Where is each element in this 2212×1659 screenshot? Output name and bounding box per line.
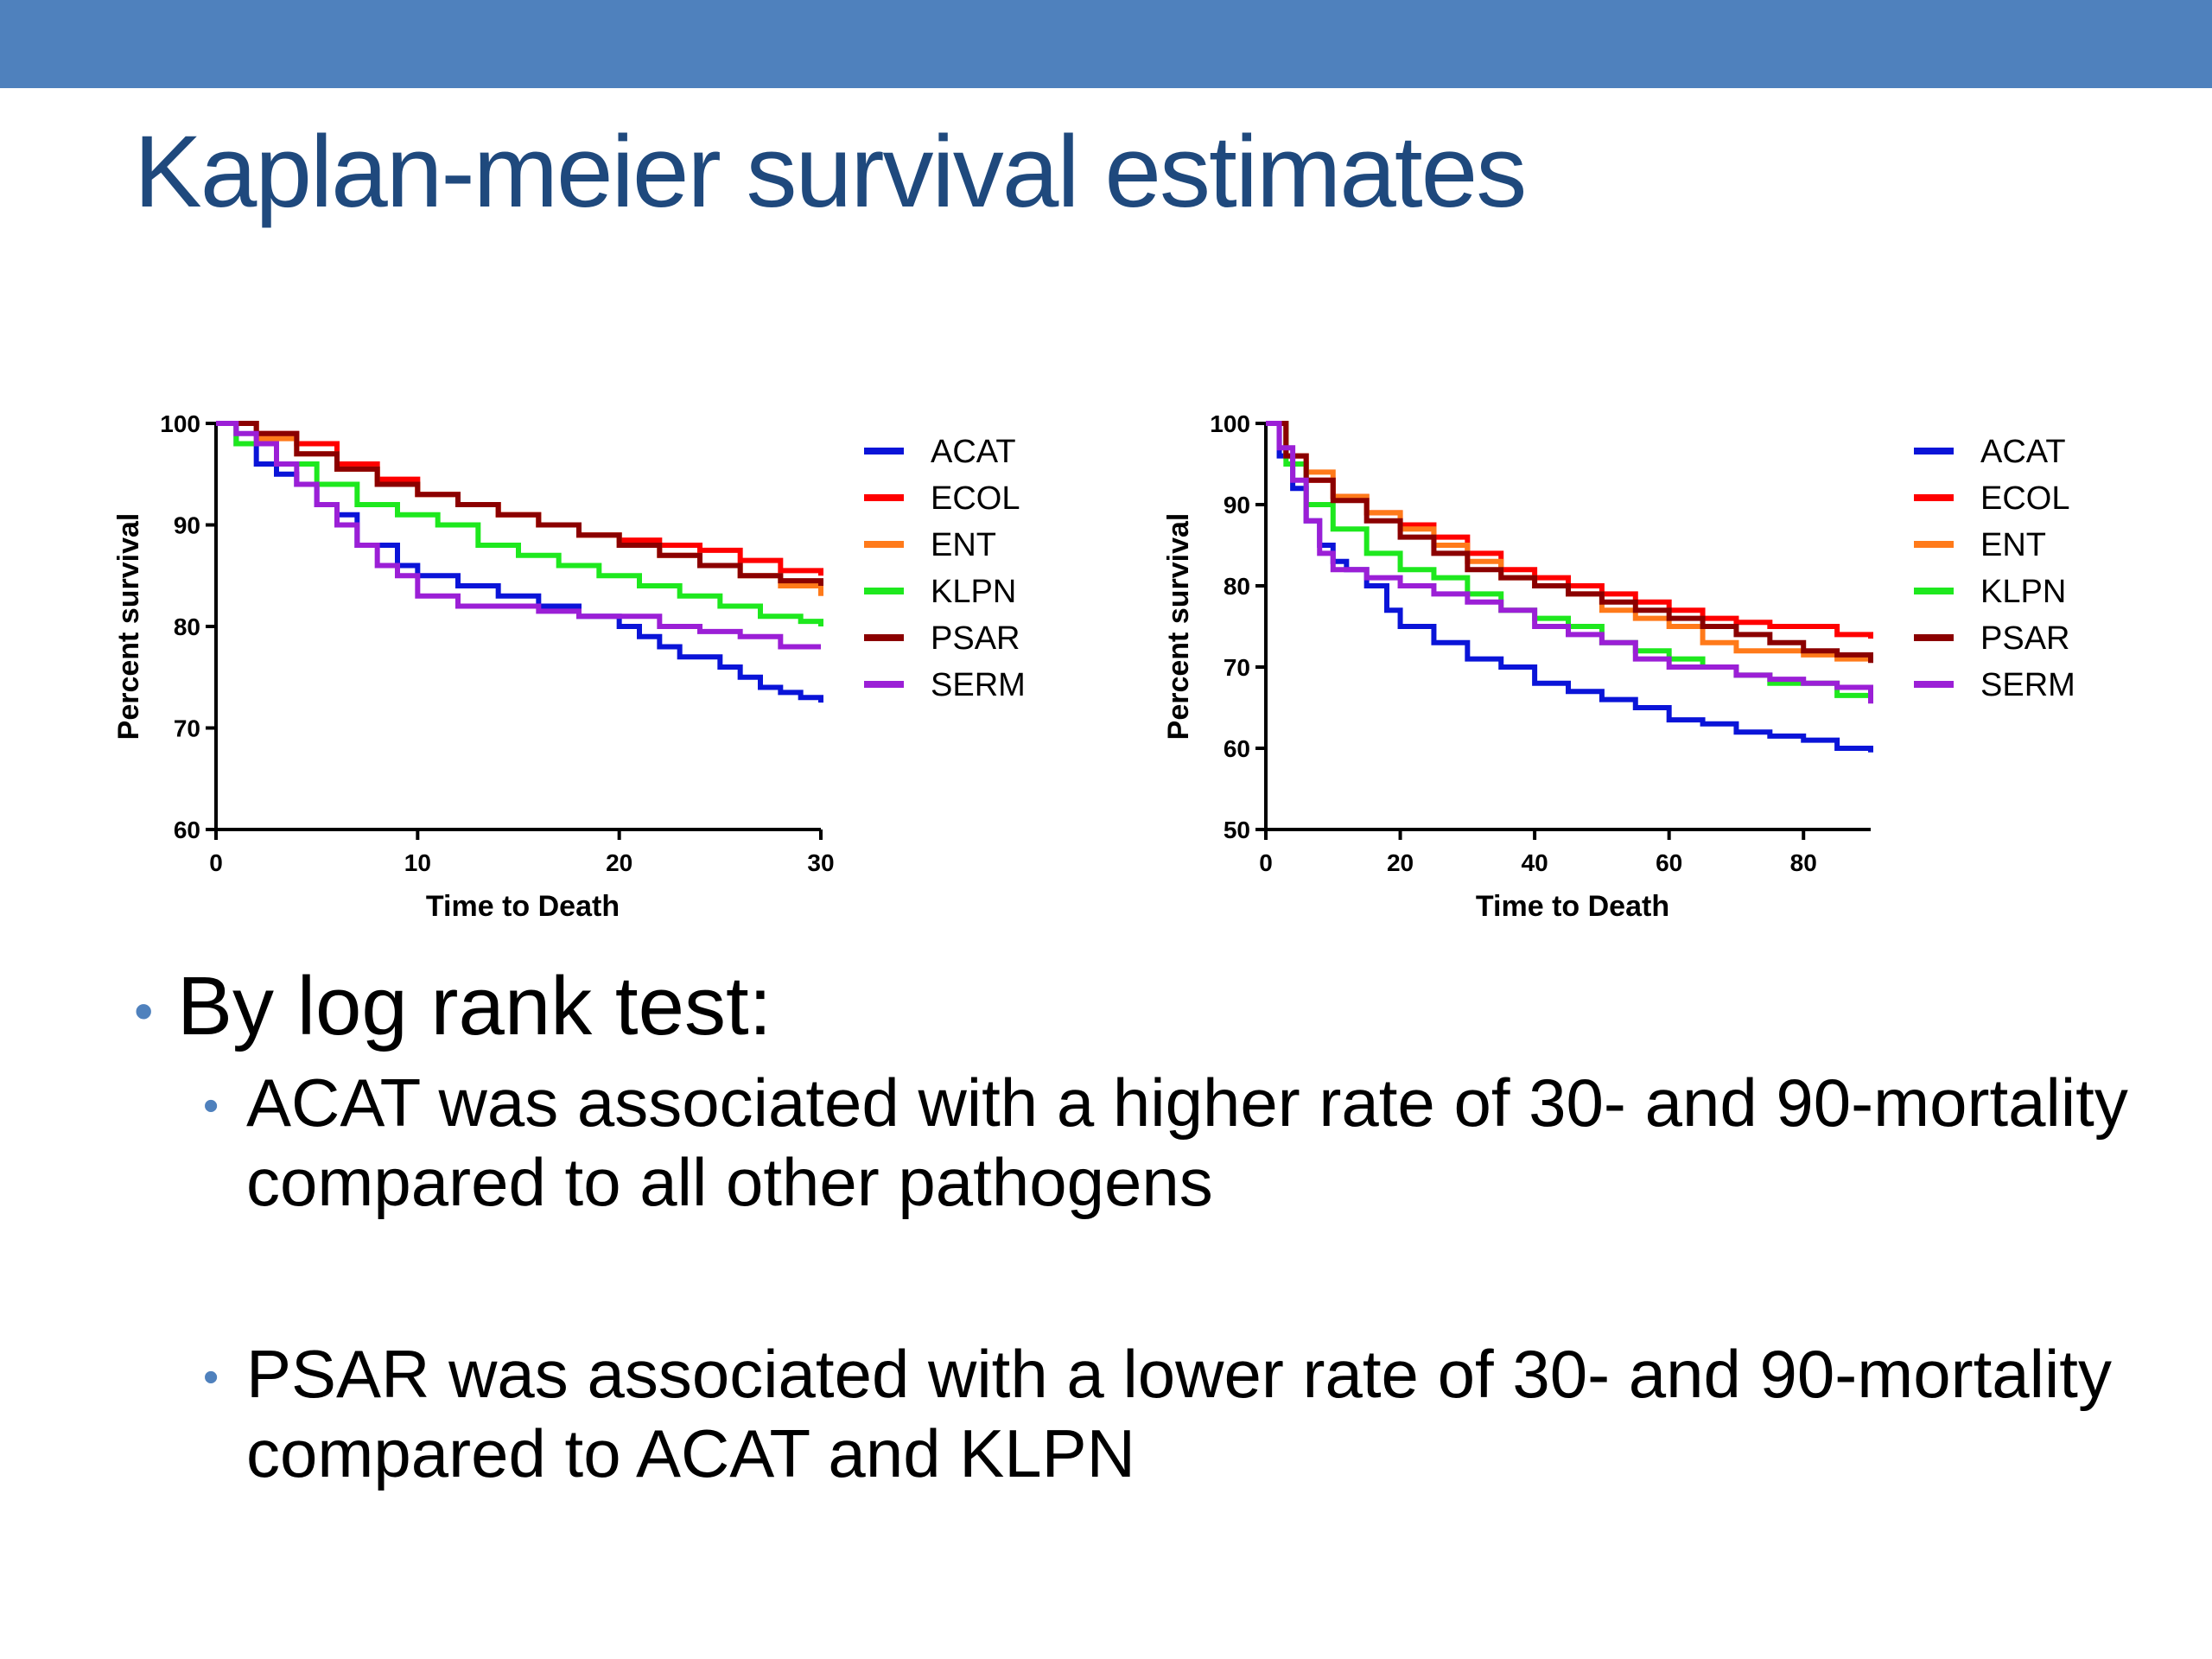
x-tick-label: 40 bbox=[1522, 849, 1548, 876]
x-tick-label: 0 bbox=[1259, 849, 1273, 876]
bullet-dot-icon: • bbox=[203, 1081, 219, 1132]
legend-label-ent: ENT bbox=[931, 527, 996, 563]
series-line-ent bbox=[216, 421, 823, 596]
y-tick-label: 100 bbox=[1210, 410, 1250, 437]
y-tick-label: 90 bbox=[174, 512, 200, 539]
bullet-text: By log rank test: bbox=[177, 960, 772, 1052]
y-tick-label: 100 bbox=[160, 410, 200, 437]
slide-title: Kaplan-meier survival estimates bbox=[134, 115, 1527, 229]
x-tick-label: 20 bbox=[606, 849, 632, 876]
legend-label-ecol: ECOL bbox=[1980, 480, 2069, 517]
x-axis-label: Time to Death bbox=[1476, 890, 1669, 923]
sub-bullet-acat: • ACAT was associated with a higher rate… bbox=[134, 1063, 2130, 1222]
km-chart-90-day-svg: 50 60 70 80 90 100 0 20 40 60 80 Time to Death Perce… bbox=[1162, 410, 2075, 923]
legend-label-acat: ACAT bbox=[931, 434, 1016, 470]
sub-bullet-psar: • PSAR was associated with a lower rate … bbox=[134, 1334, 2130, 1493]
y-tick-label: 70 bbox=[174, 715, 200, 742]
series-line-psar bbox=[216, 421, 823, 586]
series-line-klpn bbox=[216, 421, 823, 626]
y-tick-label: 60 bbox=[1224, 735, 1250, 762]
km-chart-30-day: 60 70 80 90 100 0 10 20 30 Time to Death Percent s… bbox=[86, 380, 1175, 950]
y-tick-label: 90 bbox=[1224, 492, 1250, 518]
legend-label-klpn: KLPN bbox=[1980, 574, 2066, 610]
bullet-list: • By log rank test: • ACAT was associate… bbox=[134, 959, 2128, 1494]
y-tick-label: 80 bbox=[174, 613, 200, 640]
series-line-serm bbox=[216, 421, 821, 650]
series-line-klpn bbox=[1266, 421, 1873, 700]
sub-bullet-text: PSAR was associated with a lower rate of… bbox=[246, 1336, 2112, 1492]
header-accent-bar bbox=[0, 0, 2212, 88]
x-tick-label: 20 bbox=[1387, 849, 1414, 876]
km-chart-30-day-svg: 60 70 80 90 100 0 10 20 30 Time to Death Percent s… bbox=[112, 410, 1026, 923]
legend-label-acat: ACAT bbox=[1980, 434, 2066, 470]
legend-label-ecol: ECOL bbox=[931, 480, 1020, 517]
km-chart-90-day: 50 60 70 80 90 100 0 20 40 60 80 Time to Death Perce… bbox=[1136, 380, 2212, 950]
x-tick-label: 10 bbox=[404, 849, 431, 876]
sub-bullet-text: ACAT was associated with a higher rate o… bbox=[246, 1065, 2128, 1221]
x-tick-label: 30 bbox=[807, 849, 834, 876]
series-line-serm bbox=[1266, 421, 1873, 704]
x-axis-label: Time to Death bbox=[426, 890, 620, 923]
legend-label-ent: ENT bbox=[1980, 527, 2046, 563]
y-axis-label: Percent survival bbox=[112, 513, 145, 741]
legend-label-serm: SERM bbox=[931, 667, 1026, 703]
x-tick-label: 0 bbox=[209, 849, 223, 876]
legend-label-psar: PSAR bbox=[931, 620, 1020, 657]
legend-label-psar: PSAR bbox=[1980, 620, 2069, 657]
y-tick-label: 80 bbox=[1224, 573, 1250, 600]
bullet-log-rank: • By log rank test: bbox=[134, 959, 2121, 1054]
y-tick-label: 70 bbox=[1224, 654, 1250, 681]
bullet-dot-icon: • bbox=[203, 1352, 219, 1403]
series-line-psar bbox=[1266, 421, 1873, 664]
y-tick-label: 60 bbox=[174, 817, 200, 843]
y-axis-label: Percent survival bbox=[1162, 513, 1195, 741]
x-tick-label: 60 bbox=[1656, 849, 1682, 876]
legend-label-serm: SERM bbox=[1980, 667, 2075, 703]
y-tick-label: 50 bbox=[1224, 817, 1250, 843]
bullet-dot-icon: • bbox=[134, 980, 154, 1042]
x-tick-label: 80 bbox=[1790, 849, 1817, 876]
legend-label-klpn: KLPN bbox=[931, 574, 1016, 610]
